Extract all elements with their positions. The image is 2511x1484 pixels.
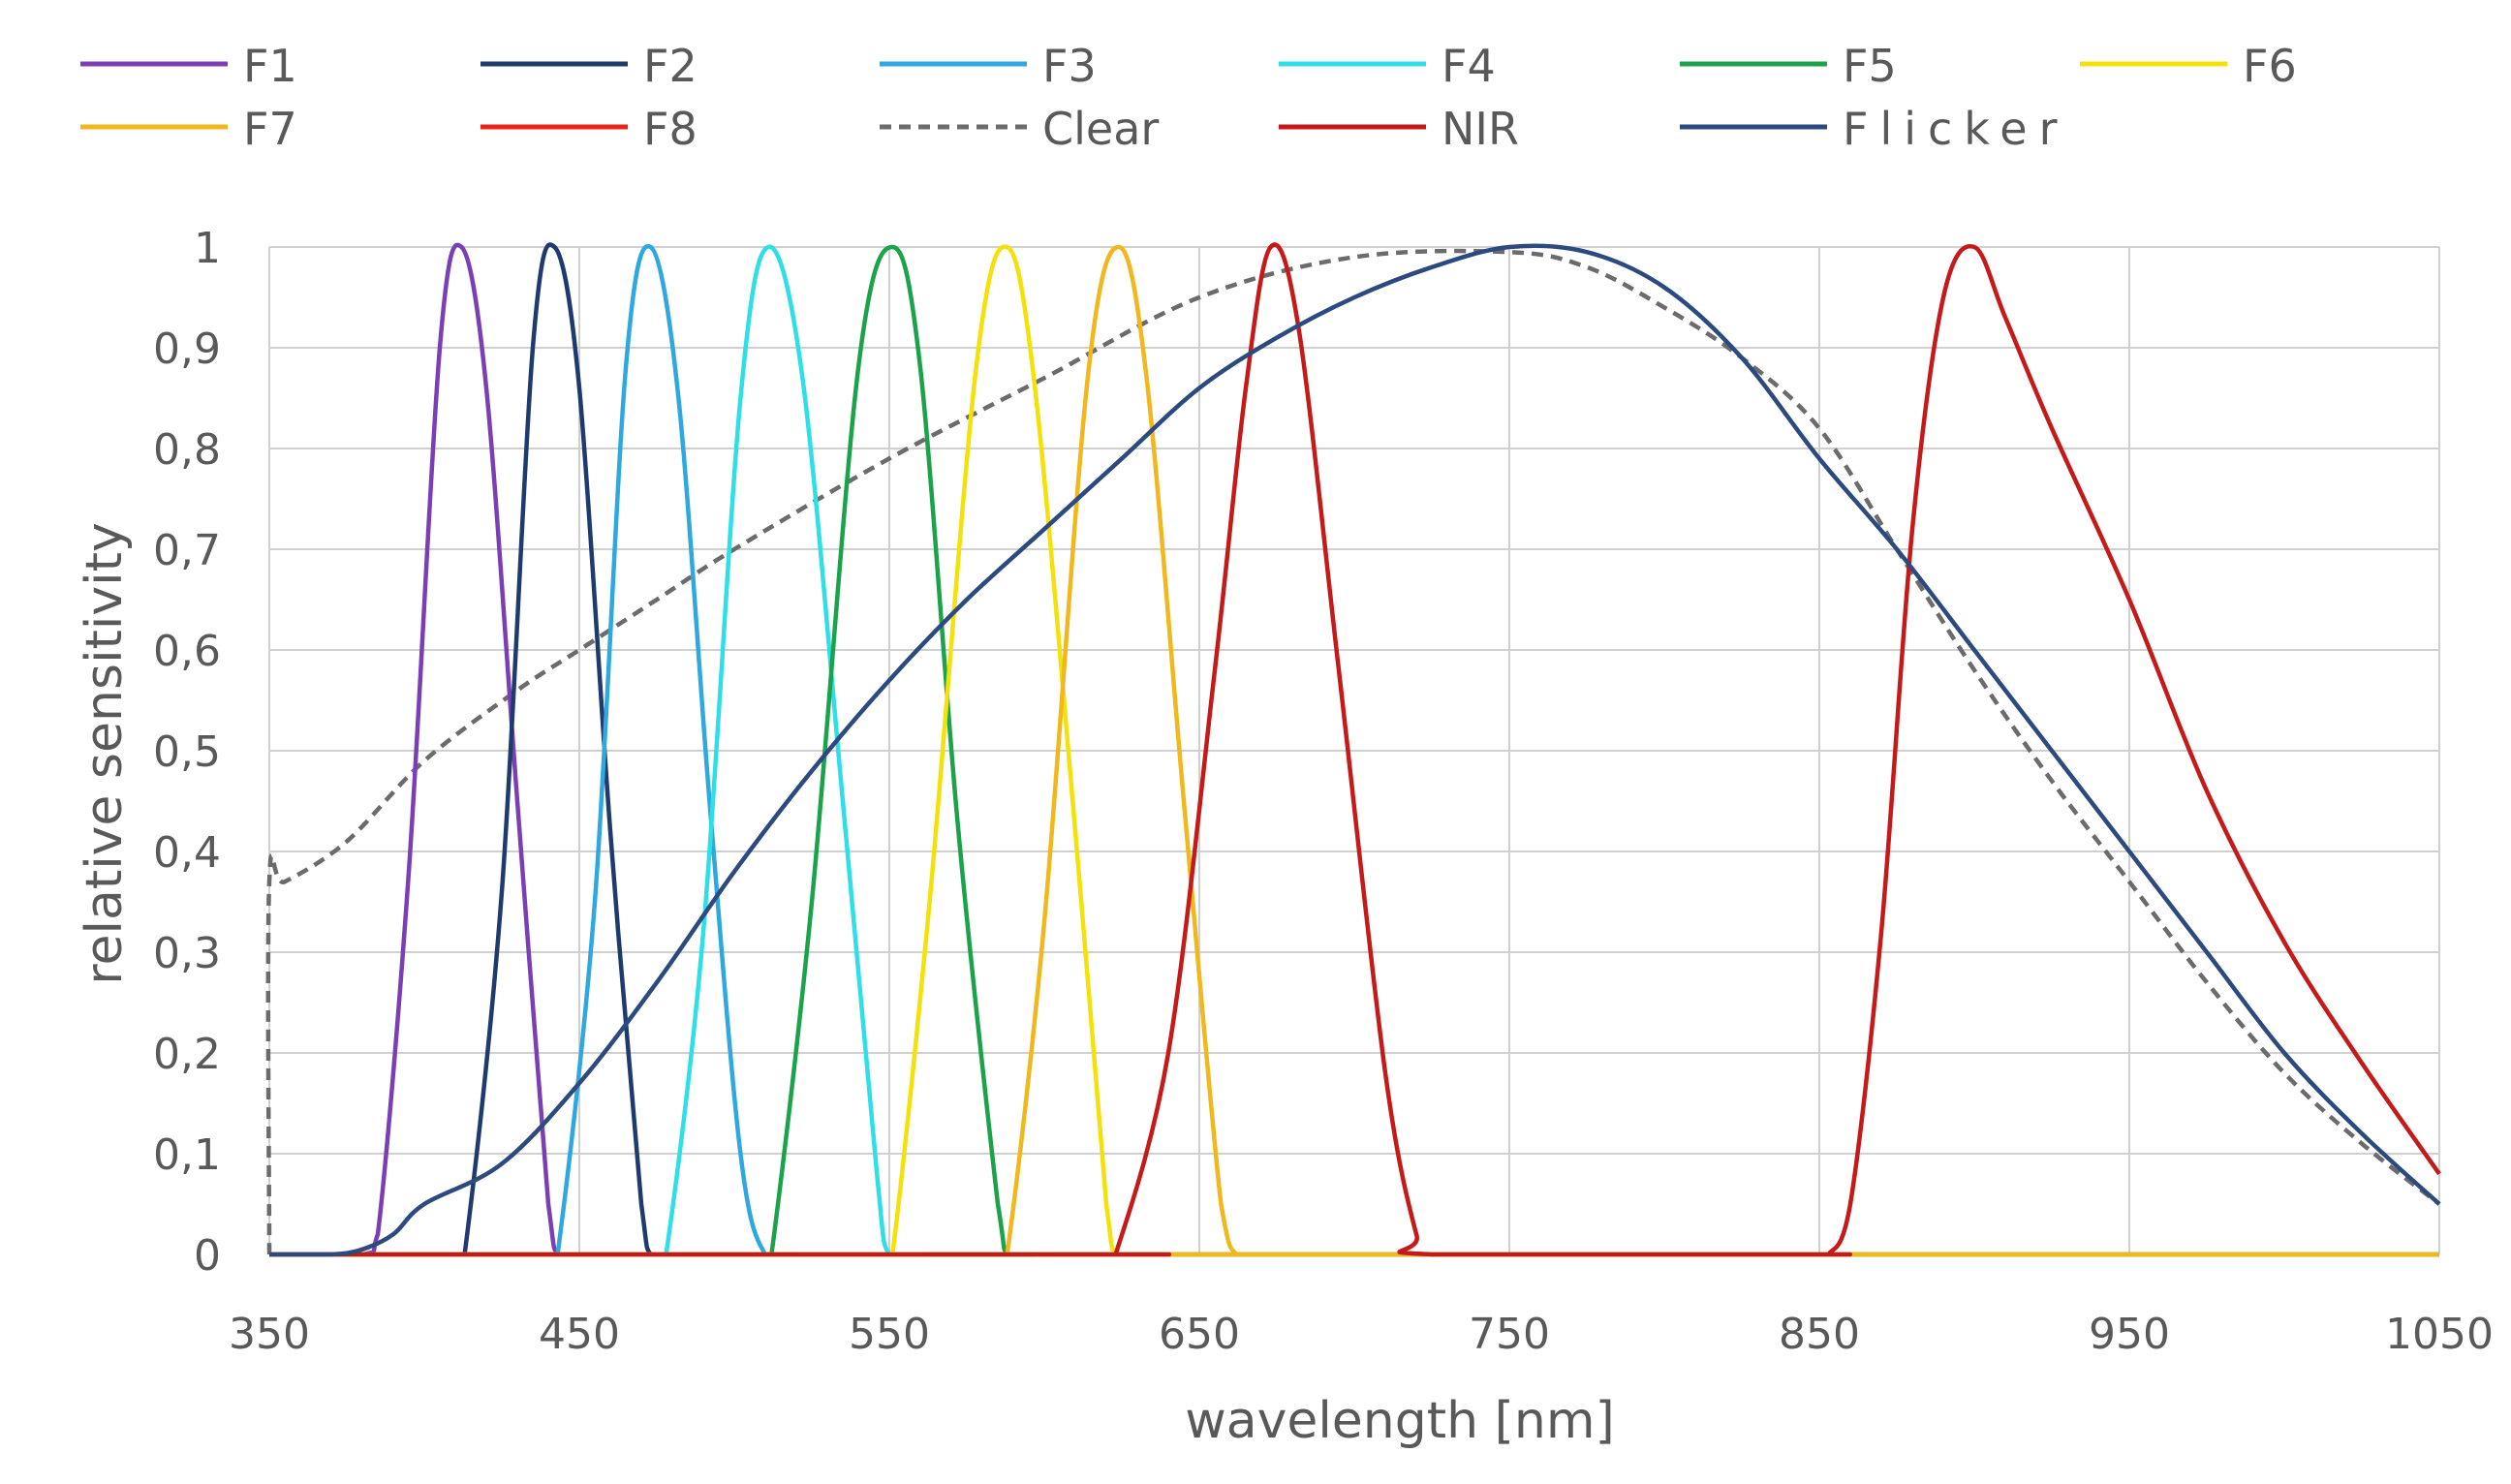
y-axis-label: relative sensitivity <box>76 522 134 984</box>
legend-label-clear: Clear <box>1042 103 1159 155</box>
x-tick-label: 850 <box>1779 1310 1860 1359</box>
y-tick-label: 1 <box>194 224 221 273</box>
series-line-clear <box>265 248 2441 1255</box>
legend-label-f5: F5 <box>1843 40 1897 92</box>
plot-grid <box>268 246 2440 1255</box>
y-tick-label: 0,6 <box>153 627 221 676</box>
x-tick-label: 650 <box>1159 1310 1240 1359</box>
legend-label-f6: F6 <box>2243 40 2297 92</box>
y-tick-label: 0 <box>194 1231 221 1281</box>
y-tick-label: 0,8 <box>153 425 221 475</box>
y-tick-label: 0,4 <box>153 828 221 878</box>
y-axis-ticks: 0 0,1 0,2 0,3 0,4 0,5 0,6 0,7 0,8 0,9 1 <box>153 224 221 1281</box>
y-tick-label: 0,9 <box>153 325 221 374</box>
legend-label-f3: F3 <box>1042 40 1097 92</box>
y-tick-label: 0,5 <box>153 727 221 777</box>
legend-label-flicker: Flicker <box>1843 103 2069 155</box>
series-line-flicker <box>268 243 2441 1257</box>
x-tick-label: 450 <box>539 1310 620 1359</box>
x-tick-label: 350 <box>229 1310 310 1359</box>
series-line-nir <box>268 242 2441 1257</box>
series-lines <box>265 242 2441 1257</box>
y-tick-label: 0,2 <box>153 1030 221 1079</box>
legend-label-nir: NIR <box>1442 103 1519 155</box>
x-tick-label: 1050 <box>2385 1310 2494 1359</box>
legend-label-f4: F4 <box>1442 40 1496 92</box>
x-axis-ticks: 350 450 550 650 750 850 950 1050 <box>229 1310 2494 1359</box>
y-tick-label: 0,3 <box>153 929 221 978</box>
x-tick-label: 750 <box>1469 1310 1550 1359</box>
series-line-f2 <box>268 242 2439 1257</box>
legend-label-f1: F1 <box>243 40 297 92</box>
x-tick-label: 950 <box>2089 1310 2170 1359</box>
legend-label-f2: F2 <box>643 40 698 92</box>
x-axis-label: wavelength [nm] <box>1185 1392 1615 1450</box>
x-tick-label: 550 <box>849 1310 930 1359</box>
y-tick-label: 0,1 <box>153 1130 221 1180</box>
legend: F1 F2 F3 F4 F5 F6 F7 F8 Clear NIR Flicker <box>80 40 2297 155</box>
legend-label-f7: F7 <box>243 103 297 155</box>
legend-label-f8: F8 <box>643 103 698 155</box>
series-line-f1 <box>268 242 2439 1257</box>
y-tick-label: 0,7 <box>153 526 221 575</box>
